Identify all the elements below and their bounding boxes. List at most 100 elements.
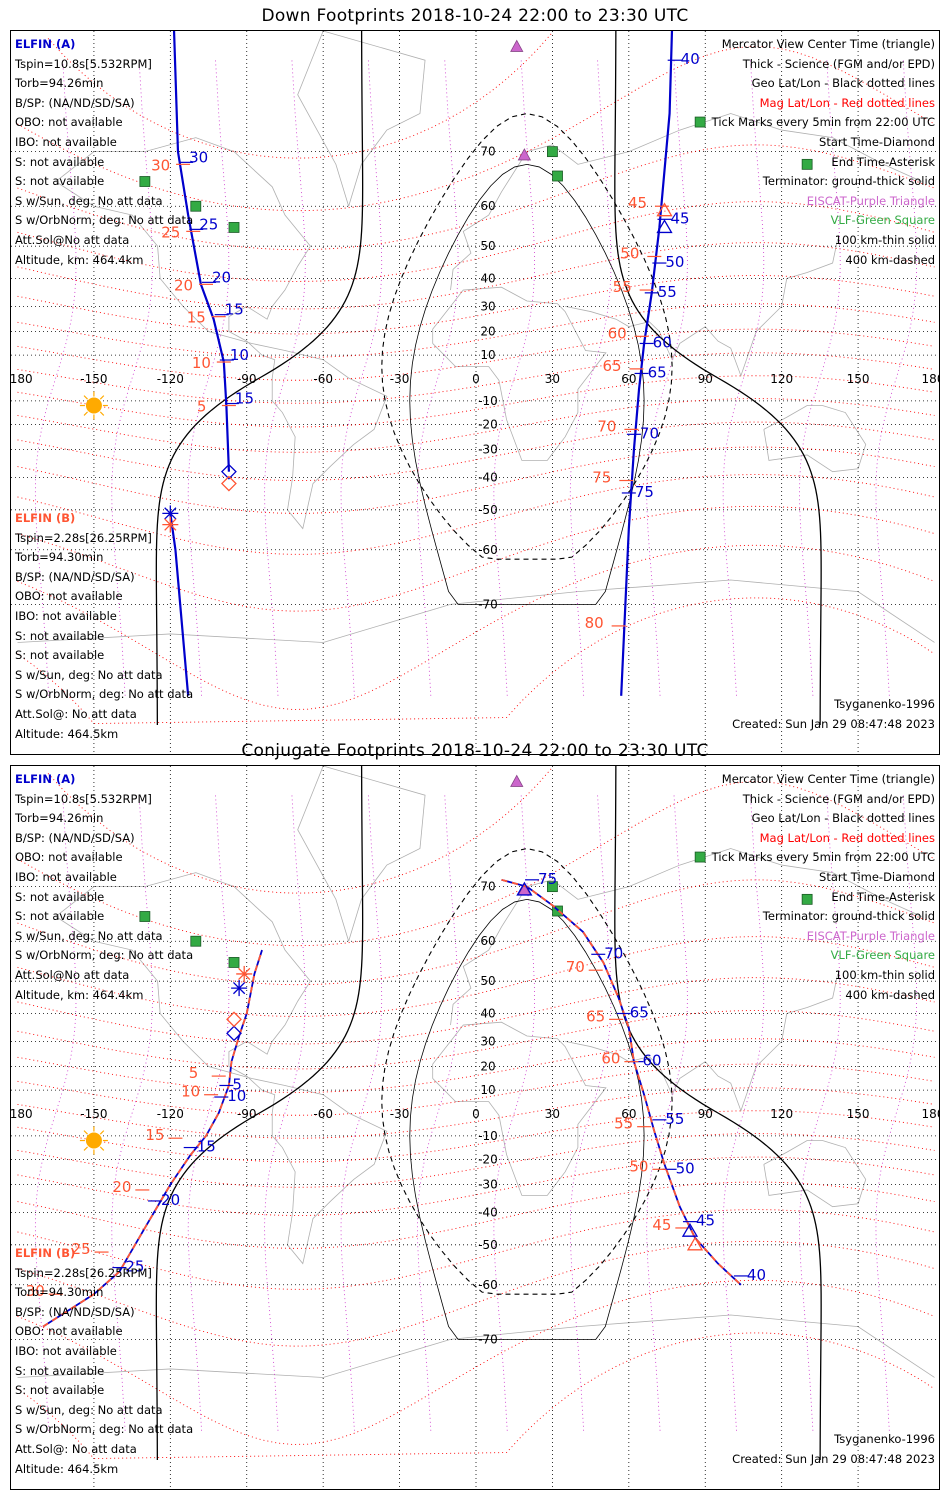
- map-legend: Mercator View Center Time (triangle) Thi…: [712, 770, 935, 1005]
- legend-item: EISCAT-Purple Triangle: [806, 193, 935, 208]
- lat-tick-label: 10: [480, 348, 495, 362]
- green-square-icon: [801, 893, 813, 905]
- track-b-time-label: 25: [161, 223, 180, 241]
- lat-tick-label: 70: [480, 880, 495, 894]
- map-legend: Mercator View Center Time (triangle) Thi…: [712, 35, 935, 270]
- info-line: S w/OrbNorm, deg: No att data: [15, 948, 194, 963]
- sun-icon: [85, 397, 102, 414]
- model-label: Tsyganenko-1996: [834, 697, 935, 711]
- mag-meridian: [646, 795, 688, 1431]
- track-a-time-label: 40: [747, 1266, 766, 1284]
- track-b-time-label: 60: [601, 1050, 620, 1068]
- lon-tick-label: 90: [698, 372, 713, 386]
- lon-tick-label: 120: [770, 1107, 793, 1121]
- lat-tick-label: -50: [478, 503, 498, 517]
- mag-meridian: [799, 60, 841, 696]
- sun-ray: [83, 411, 88, 416]
- lon-tick-label: -150: [80, 372, 107, 386]
- lat-tick-label: 50: [480, 974, 495, 988]
- lon-tick-label: 60: [621, 372, 636, 386]
- lat-tick-label: -50: [478, 1238, 498, 1252]
- elfin-b-label: ELFIN (B): [15, 1246, 76, 1260]
- info-line: Torb=94.30min: [15, 1285, 104, 1300]
- lat-tick-label: -60: [478, 543, 498, 557]
- coastline: [432, 286, 607, 461]
- track-a-time-label: 70: [604, 944, 623, 962]
- track-b-time-label: 20: [174, 276, 193, 294]
- mag-meridian: [646, 60, 688, 696]
- sun-ray: [83, 395, 88, 400]
- map-canvas: -180 -150 -120 -90 -60 -30 0 30 60 90 120 150 180 70 6…: [11, 766, 939, 1489]
- legend-item: Mercator View Center Time (triangle): [721, 37, 935, 51]
- mag-meridian: [569, 795, 612, 1431]
- lat-tick-label: -70: [478, 1332, 498, 1346]
- info-line: Altitude, km: 464.4km: [15, 987, 144, 1002]
- track-b-time-label: 55: [613, 278, 632, 296]
- track-b-time-label: 50: [629, 1157, 648, 1175]
- lon-tick-label: 150: [847, 372, 870, 386]
- legend-item: Mag Lat/Lon - Red dotted lines: [759, 830, 935, 845]
- track-b-time-label: 15: [145, 1126, 164, 1144]
- lon-tick-label: 180: [922, 372, 940, 386]
- lon-tick-label: -60: [313, 372, 333, 386]
- legend-item: Thick - Science (FGM and/or EPD): [742, 791, 935, 806]
- info-line: S: not available: [15, 909, 105, 924]
- center-time-triangle-icon: [516, 881, 533, 896]
- track-a-time-label: 55: [658, 283, 677, 301]
- mag-parallel: [17, 879, 935, 986]
- mag-meridian: [417, 795, 459, 1431]
- mag-meridian: [34, 60, 77, 696]
- track-a-time-label: 70: [640, 424, 659, 442]
- track-a-time-label: 10: [230, 346, 249, 364]
- lon-tick-label: 0: [472, 1107, 480, 1121]
- green-square-icon: [552, 905, 563, 917]
- green-square-icon: [139, 911, 151, 922]
- coastline: [297, 766, 426, 942]
- elfin-a-info: ELFIN (A) Tspin=10.8s[5.532RPM] Torb=94.…: [15, 770, 193, 1005]
- info-line: S w/Sun, deg: No att data: [15, 928, 163, 943]
- sun-ray: [99, 395, 105, 400]
- panel-title-conjugate: Conjugate Footprints 2018-10-24 22:00 to…: [241, 741, 709, 761]
- info-line: Att.Sol@No att data: [15, 967, 130, 982]
- sun-ray: [83, 1146, 88, 1151]
- legend-item: Tick Marks every 5min from 22:00 UTC: [711, 850, 935, 865]
- mag-meridian: [111, 795, 153, 1431]
- info-line: Att.Sol@No att data: [15, 232, 130, 247]
- mag-meridian: [722, 60, 765, 696]
- terminator-ground: [155, 31, 364, 726]
- mag-meridian: [264, 60, 306, 696]
- info-line: IBO: not available: [15, 608, 117, 623]
- track-a-time-label: 45: [670, 209, 689, 227]
- mag-meridian: [722, 795, 765, 1431]
- info-line: Altitude: 464.5km: [15, 1461, 119, 1476]
- info-line: OBO: not available: [15, 115, 123, 130]
- info-line: S: not available: [15, 1383, 105, 1398]
- track-b-time-label: 70: [597, 417, 616, 435]
- lon-tick-label: -60: [313, 1107, 333, 1121]
- lat-tick-label: 20: [480, 1060, 495, 1074]
- lat-tick-label: 40: [480, 271, 495, 285]
- conjugate-footprints-map: -180 -150 -120 -90 -60 -30 0 30 60 90 120 150 180 70 6…: [10, 765, 940, 1490]
- terminator-400km: [381, 112, 673, 560]
- lon-tick-label: 30: [545, 372, 560, 386]
- lat-tick-label: 40: [480, 1006, 495, 1020]
- diamond-icon: [226, 1025, 242, 1042]
- info-line: S: not available: [15, 628, 105, 643]
- lon-tick-label: -30: [390, 1107, 410, 1121]
- legend-item: Thick - Science (FGM and/or EPD): [742, 56, 935, 71]
- legend-item: Start Time-Diamond: [819, 134, 935, 149]
- coastline: [55, 872, 388, 1265]
- track-a-time-label: 60: [653, 333, 672, 351]
- elfin-b-label: ELFIN (B): [15, 511, 76, 525]
- diamond-icon: [221, 475, 237, 492]
- lat-tick-label: -40: [478, 1206, 498, 1220]
- terminator-ground: [614, 766, 822, 1461]
- mag-meridian: [340, 795, 383, 1431]
- terminator-ground: [614, 31, 822, 726]
- mag-meridian: [875, 60, 918, 696]
- elfin-b-track: [42, 949, 263, 1328]
- coastline: [55, 137, 388, 530]
- legend-item: 400 km-dashed: [845, 987, 935, 1002]
- mag-meridian: [875, 795, 918, 1431]
- lat-tick-label: 10: [480, 1083, 495, 1097]
